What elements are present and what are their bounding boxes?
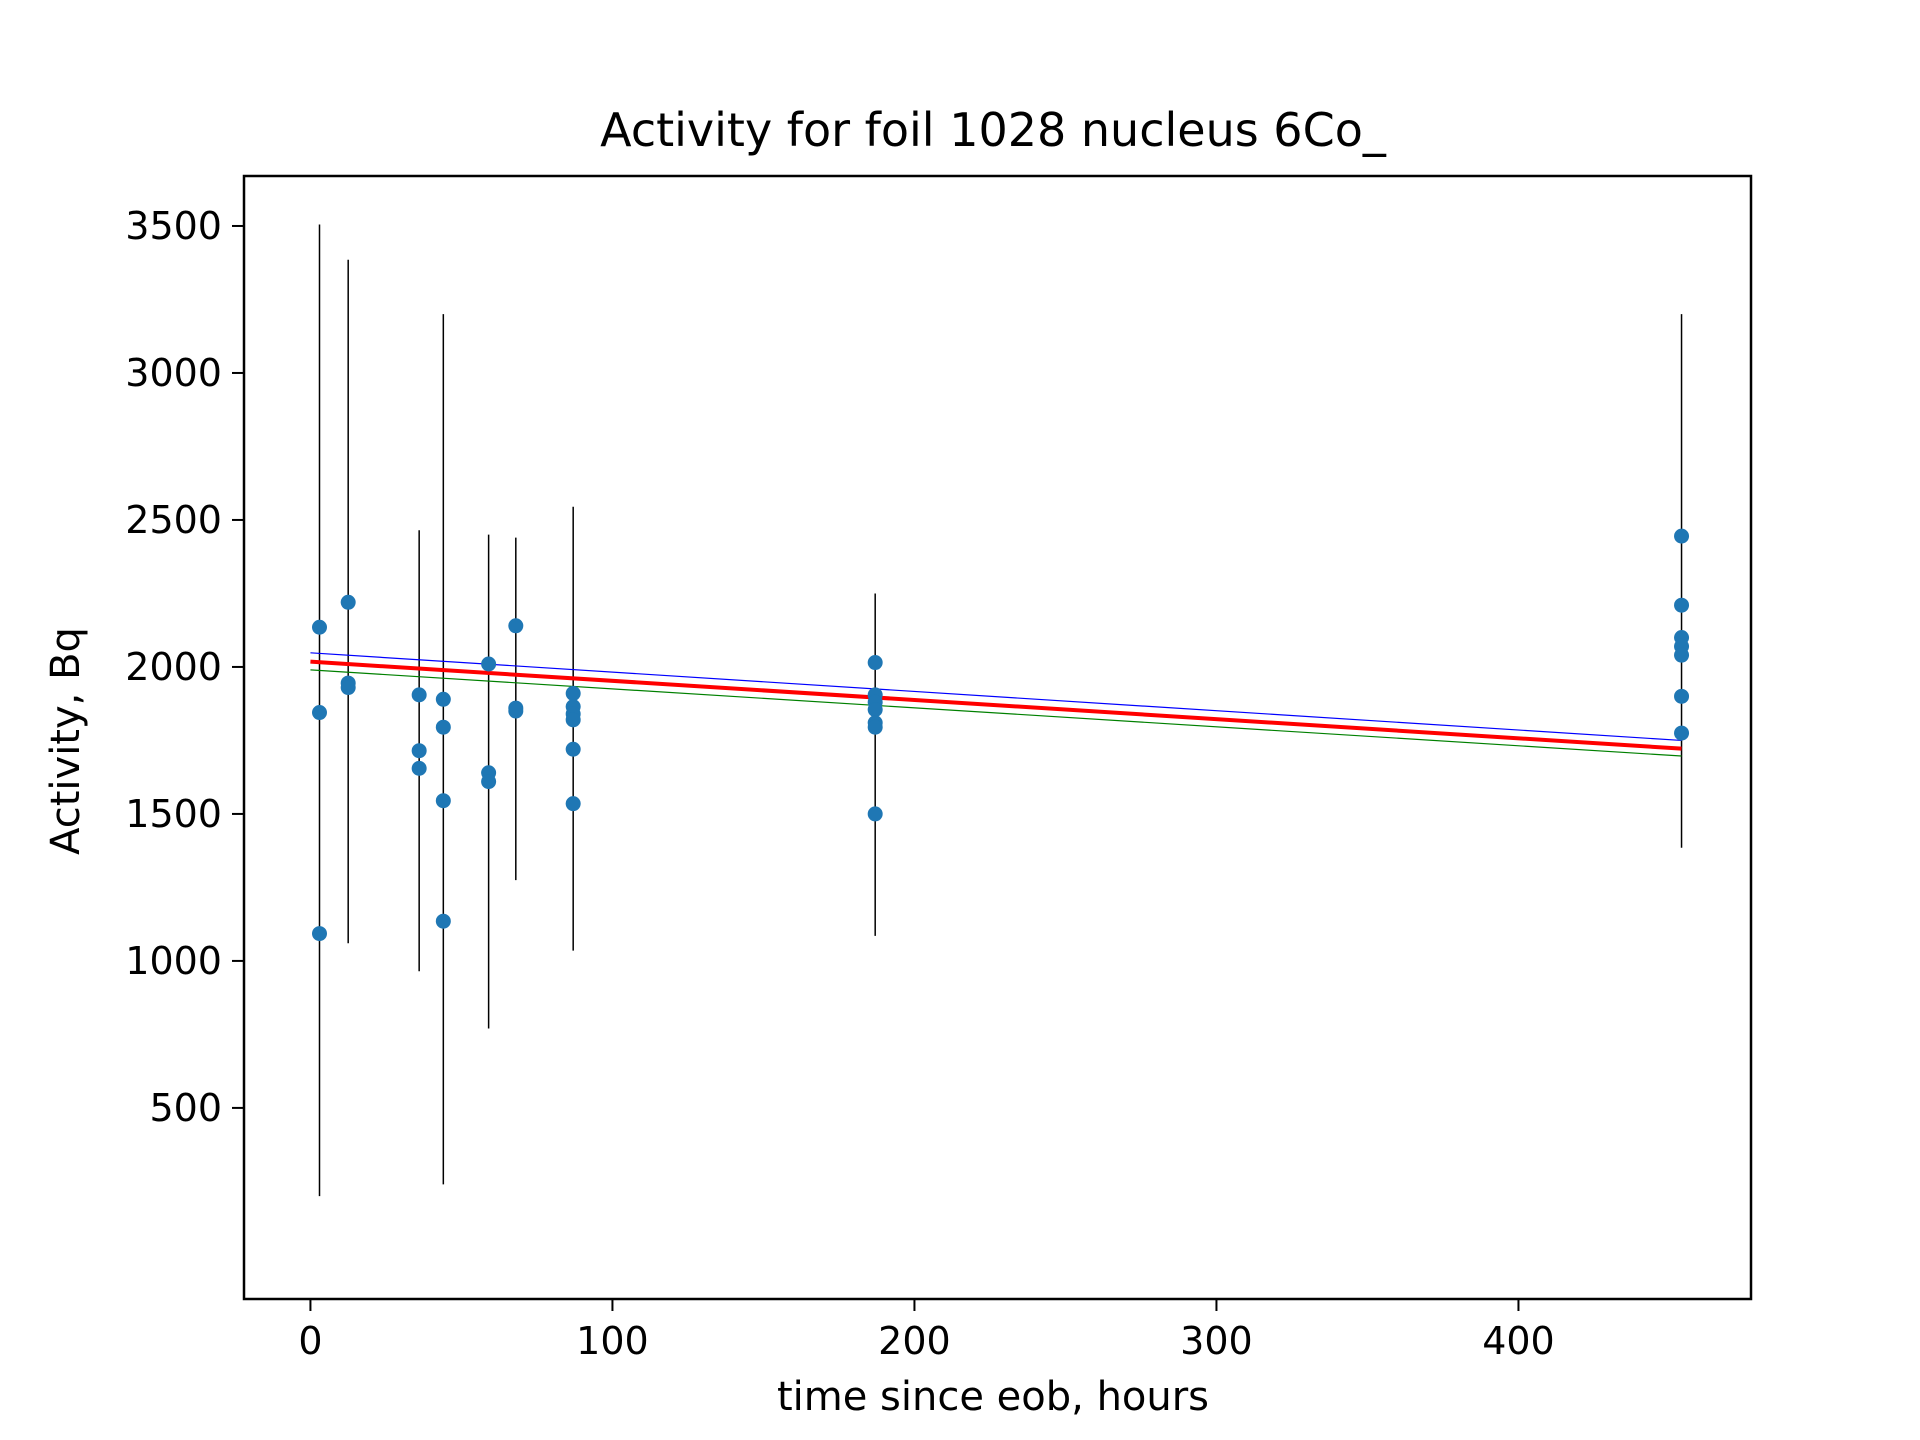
x-tick-label: 100 (576, 1319, 649, 1363)
plot-area (310, 224, 1690, 1197)
data-point (435, 793, 451, 809)
x-tick-label: 400 (1482, 1319, 1555, 1363)
data-point (481, 656, 497, 672)
x-tick-label: 0 (298, 1319, 322, 1363)
data-point (565, 741, 581, 757)
data-point (1674, 725, 1690, 741)
data-point (340, 594, 356, 610)
y-tick-label: 3500 (125, 204, 222, 248)
data-point (411, 687, 427, 703)
chart-title: Activity for foil 1028 nucleus 6Co_ (600, 103, 1387, 157)
y-tick-label: 1500 (125, 792, 222, 836)
data-point (481, 774, 497, 790)
data-point (565, 685, 581, 701)
data-point (867, 702, 883, 718)
fit-line (310, 659, 1682, 751)
y-tick-label: 2500 (125, 498, 222, 542)
data-point (411, 743, 427, 759)
data-point (867, 719, 883, 735)
data-point (312, 705, 328, 721)
data-point (1674, 528, 1690, 544)
x-tick-label: 200 (878, 1319, 951, 1363)
fit-line (310, 669, 1682, 757)
x-tick-label: 300 (1180, 1319, 1253, 1363)
axis-ticks: 0 100 200 300 400 500 1000 1500 2000 2500 3000 3500 (125, 204, 1554, 1363)
data-point (508, 703, 524, 719)
y-tick-label: 3000 (125, 351, 222, 395)
fit-line (310, 652, 1682, 742)
data-point (508, 618, 524, 634)
y-tick-label: 2000 (125, 645, 222, 689)
data-point (1674, 647, 1690, 663)
data-point (435, 913, 451, 929)
data-point (1674, 597, 1690, 613)
data-point (435, 719, 451, 735)
axes-frame (242, 174, 1753, 1301)
y-tick-label: 1000 (125, 939, 222, 983)
data-point (411, 760, 427, 776)
y-tick-label: 500 (149, 1086, 222, 1130)
y-axis-label: Activity, Bq (43, 627, 89, 855)
data-point (312, 619, 328, 635)
data-point (867, 655, 883, 671)
data-point (340, 680, 356, 696)
data-point (312, 926, 328, 942)
data-point (1674, 688, 1690, 704)
data-point (565, 712, 581, 728)
data-point (435, 691, 451, 707)
data-point (565, 796, 581, 812)
x-axis-label: time since eob, hours (777, 1374, 1209, 1420)
data-point (867, 806, 883, 822)
